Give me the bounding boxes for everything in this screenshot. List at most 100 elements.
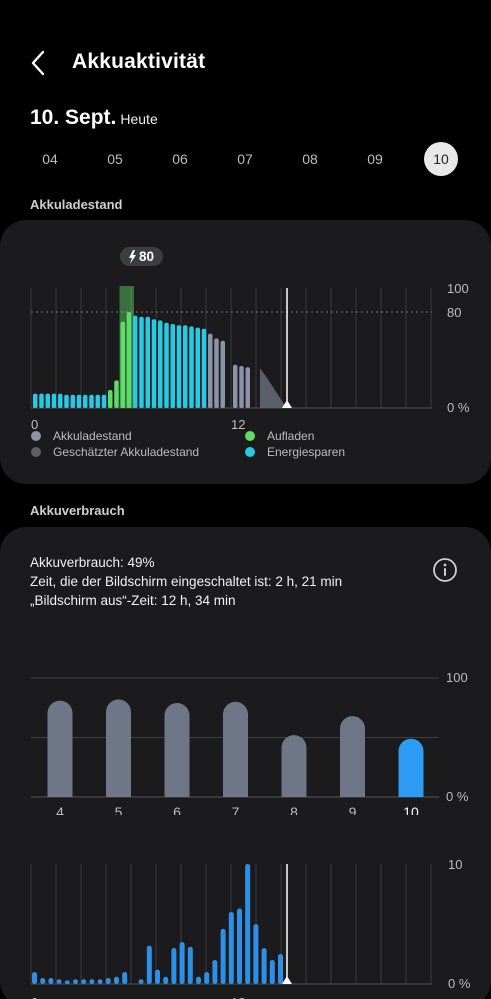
battery-bar xyxy=(220,340,225,408)
daily-usage-bar[interactable] xyxy=(105,699,131,797)
battery-bar xyxy=(214,338,219,408)
daily-usage-bar[interactable] xyxy=(398,738,424,797)
daily-usage-bar[interactable] xyxy=(164,702,190,797)
battery-bar xyxy=(151,319,157,408)
battery-bar xyxy=(158,320,163,408)
x-label-day: 5 xyxy=(115,804,123,815)
day-04[interactable]: 04 xyxy=(42,151,58,167)
chevron-left-icon xyxy=(31,50,45,76)
hourly-usage-bar xyxy=(81,979,87,984)
estimated-level-area xyxy=(260,368,285,408)
legend-label: Aufladen xyxy=(267,429,315,443)
hourly-usage-bar xyxy=(228,912,234,984)
battery-bar xyxy=(114,380,119,408)
hourly-usage-bar xyxy=(146,945,152,984)
legend-label: Akkuladestand xyxy=(53,429,132,443)
battery-bar xyxy=(108,390,113,408)
x-label-day: 6 xyxy=(173,804,181,815)
battery-bar xyxy=(70,394,75,408)
section-label-usage: Akkuverbrauch xyxy=(30,503,125,518)
hourly-usage-bar xyxy=(73,979,78,984)
x-label-day: 8 xyxy=(290,804,298,815)
x-label-day: 4 xyxy=(56,804,64,815)
battery-bar xyxy=(164,322,169,408)
legend-dot xyxy=(245,447,255,457)
day-09[interactable]: 09 xyxy=(367,151,383,167)
battery-bar xyxy=(101,394,107,408)
battery-level-card: 80 100 80 0 % 0 12 Akkuladestand Auflade… xyxy=(0,220,491,484)
battery-bar xyxy=(176,325,182,408)
daily-usage-bar[interactable] xyxy=(47,700,73,797)
screen-off-time: „Bildschirm aus“-Zeit: 12 h, 34 min xyxy=(30,593,236,608)
battery-bar xyxy=(183,325,188,408)
day-07[interactable]: 07 xyxy=(237,151,253,167)
hourly-usage-bar xyxy=(261,948,267,984)
now-marker-triangle xyxy=(282,400,292,408)
battery-bar xyxy=(201,328,207,408)
info-button[interactable] xyxy=(432,557,458,583)
battery-bar xyxy=(170,324,175,408)
hourly-usage-bar xyxy=(97,979,103,984)
x-label-12: 12 xyxy=(231,995,245,999)
battery-bar xyxy=(58,393,63,408)
section-label-battery-level: Akkuladestand xyxy=(30,197,123,212)
hourly-usage-bar xyxy=(48,978,54,984)
y-label-100: 100 xyxy=(446,670,468,685)
legend-dot xyxy=(31,431,41,441)
y-label-0: 0 % xyxy=(447,400,470,415)
y-label-10: 10 xyxy=(448,857,462,872)
day-05[interactable]: 05 xyxy=(107,151,123,167)
battery-bar xyxy=(133,315,138,408)
now-marker-triangle xyxy=(282,976,292,984)
hourly-usage-bar xyxy=(40,978,46,984)
battery-bar xyxy=(208,333,213,408)
battery-bar xyxy=(39,393,44,408)
battery-bar xyxy=(245,367,250,408)
hourly-usage-bar xyxy=(138,979,144,984)
back-button[interactable] xyxy=(24,48,54,78)
battery-bar xyxy=(233,364,238,408)
hourly-usage-bar xyxy=(204,972,210,984)
hourly-usage-bar xyxy=(245,864,251,984)
battery-bar xyxy=(45,393,50,408)
x-label-day: 10 xyxy=(403,804,419,815)
legend-item-battery-level: Akkuladestand xyxy=(31,429,132,443)
hourly-usage-chart[interactable]: 10 0 % 0 12 xyxy=(0,854,491,999)
daily-usage-bar[interactable] xyxy=(223,701,248,797)
day-selector: 04 05 06 07 08 09 10 xyxy=(24,142,469,178)
daily-usage-chart[interactable]: 100 0 % 4 5 6 7 8 9 10 xyxy=(0,665,491,815)
hourly-usage-bar xyxy=(187,946,193,984)
legend-item-power-saving: Energiesparen xyxy=(245,445,345,459)
legend-dot xyxy=(245,431,255,441)
battery-level-chart[interactable]: 80 100 80 0 % 0 12 xyxy=(0,240,491,440)
hourly-usage-bar xyxy=(212,960,218,984)
hourly-usage-bar xyxy=(171,948,177,984)
lightning-icon xyxy=(129,250,136,264)
date-heading: 10. Sept. Heute xyxy=(30,106,158,130)
battery-bar xyxy=(195,327,200,408)
y-label-0: 0 % xyxy=(446,789,469,804)
info-icon xyxy=(433,558,457,582)
battery-bar xyxy=(189,326,194,408)
y-label-80: 80 xyxy=(447,305,461,320)
hourly-usage-bar xyxy=(122,972,128,984)
legend-item-estimated: Geschätzter Akkuladestand xyxy=(31,445,199,459)
battery-bar xyxy=(126,312,132,408)
hourly-usage-bar xyxy=(105,978,111,984)
day-06[interactable]: 06 xyxy=(172,151,188,167)
charge-badge: 80 xyxy=(120,247,163,266)
hourly-usage-bar xyxy=(114,976,119,984)
battery-bar xyxy=(33,393,38,408)
day-08[interactable]: 08 xyxy=(302,151,318,167)
day-10-selected[interactable]: 10 xyxy=(424,142,458,176)
battery-bar xyxy=(64,394,69,408)
usage-percent: Akkuverbrauch: 49% xyxy=(30,555,155,570)
screen-on-time: Zeit, die der Bildschirm eingeschaltet i… xyxy=(30,574,343,589)
battery-bar xyxy=(145,316,150,408)
daily-usage-bar[interactable] xyxy=(340,716,365,797)
hourly-usage-bar xyxy=(163,976,169,984)
charge-badge-value: 80 xyxy=(139,249,154,264)
battery-bar xyxy=(76,394,82,408)
daily-usage-bar[interactable] xyxy=(281,735,307,797)
battery-bar xyxy=(89,394,94,408)
